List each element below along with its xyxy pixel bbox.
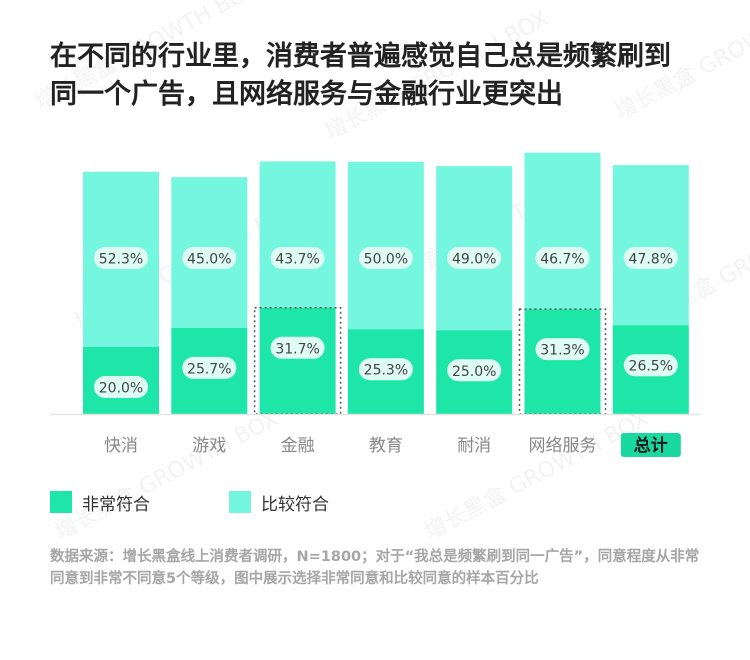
bar-segment-somewhat-agree [612,165,689,326]
data-label-pill [94,247,148,269]
data-label-somewhat-agree: 50.0% [364,252,408,268]
data-label-pill [535,247,590,269]
category-label: 总计 [634,435,668,456]
watermark-text: 增长黑盒 GROWTH BOX [51,406,283,545]
watermark-text: 增长黑盒 GROWTH BOX [31,0,263,115]
category-label: 游戏 [192,436,226,456]
legend-label-very-agree: 非常符合 [82,494,150,515]
data-label-pill [358,247,413,269]
legend-swatch-somewhat-agree [229,491,251,513]
category-label: 金融 [281,436,315,456]
bar-segment-somewhat-agree [347,161,424,330]
data-label-very-agree: 31.7% [275,341,319,357]
data-label-pill [270,336,325,359]
data-label-pill [447,359,502,382]
category-label: 快消 [104,436,138,456]
data-label-very-agree: 25.3% [364,363,408,379]
data-label-pill [182,247,237,269]
data-label-pill [94,376,148,398]
data-label-very-agree: 20.0% [99,381,143,397]
data-label-very-agree: 25.0% [452,364,496,380]
bar-segment-somewhat-agree [524,152,601,310]
data-label-pill [623,354,678,377]
category-label: 教育 [369,436,403,456]
data-label-pill [270,247,325,269]
bar-segment-somewhat-agree [259,161,336,308]
bar-segment-very-agree [259,307,336,414]
source-note: 数据来源：增长黑盒线上消费者调研，N=1800；对于“我总是频繁刷到同一广告”，… [50,549,700,587]
data-label-somewhat-agree: 47.8% [629,252,673,268]
data-label-pill [182,356,237,379]
data-label-somewhat-agree: 52.3% [99,252,143,268]
legend-swatch-very-agree [50,491,72,513]
data-label-very-agree: 26.5% [629,359,673,375]
category-label: 网络服务 [529,436,597,456]
data-label-pill [623,247,678,269]
data-label-pill [358,358,413,381]
data-label-pill [447,247,502,269]
chart-title-line-1: 在不同的行业里，消费者普遍感觉自己总是频繁刷到 [50,41,671,72]
category-label-highlight [620,433,681,457]
watermark-text: 增长黑盒 GROWTH BOX [421,406,653,545]
legend-label-somewhat-agree: 比较符合 [261,494,329,515]
data-label-somewhat-agree: 46.7% [540,252,584,268]
legend-item-very-agree: 非常符合 [50,490,150,515]
data-label-pill [535,338,590,361]
data-label-somewhat-agree: 49.0% [452,252,496,268]
data-label-somewhat-agree: 43.7% [275,252,319,268]
data-label-somewhat-agree: 45.0% [187,252,231,268]
chart-title-line-2: 同一个广告，且网络服务与金融行业更突出 [50,79,563,110]
watermark-text: 增长黑盒 GROWTH BOX [321,6,553,145]
category-label: 耐消 [457,436,491,456]
bar-segment-very-agree [524,309,601,414]
data-label-very-agree: 25.7% [187,361,231,377]
legend-item-somewhat-agree: 比较符合 [229,490,329,515]
data-label-very-agree: 31.3% [540,343,584,359]
chart-title: 在不同的行业里，消费者普遍感觉自己总是频繁刷到 同一个广告，且网络服务与金融行业… [50,38,730,114]
watermark-text: 增长黑盒 GROWTH BOX [611,0,750,125]
